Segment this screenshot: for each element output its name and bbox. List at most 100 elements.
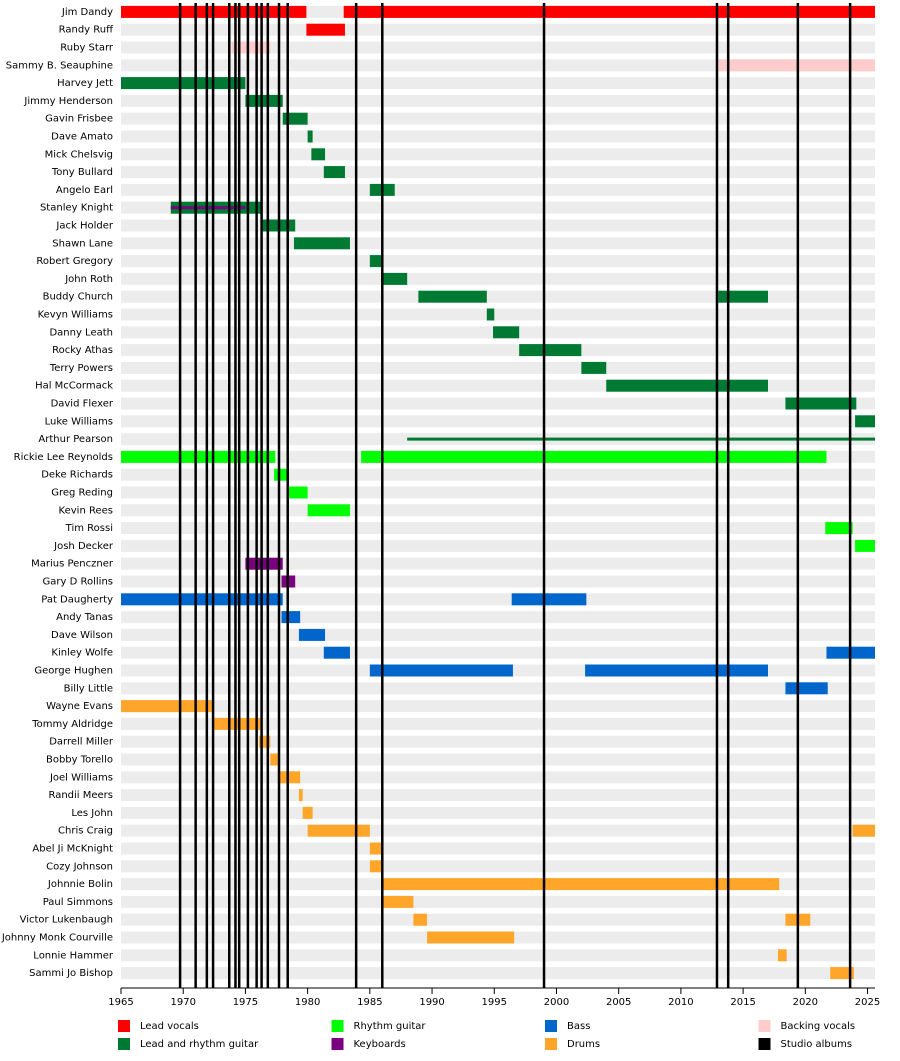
- row-stripe: [121, 735, 875, 748]
- row-stripe: [121, 682, 875, 695]
- row-stripe: [121, 415, 875, 428]
- legend-swatch: [118, 1020, 130, 1032]
- row-stripe: [121, 593, 875, 606]
- tenure-bar: [718, 290, 768, 303]
- row-stripe: [121, 219, 875, 232]
- tenure-bar: [270, 753, 278, 766]
- row-stripe: [121, 397, 875, 410]
- row-stripe: [121, 522, 875, 535]
- member-label: Greg Reding: [51, 488, 113, 499]
- tenure-bar: [369, 664, 513, 677]
- row-stripe: [121, 112, 875, 125]
- legend-swatch: [331, 1038, 344, 1050]
- legend-swatch: [758, 1038, 771, 1050]
- tenure-bar: [369, 860, 383, 873]
- row-stripe: [121, 913, 875, 926]
- tenure-bar: [245, 557, 283, 570]
- row-stripe: [121, 806, 875, 819]
- tenure-bar: [274, 468, 288, 481]
- tenure-bar: [298, 628, 326, 641]
- member-label: Rocky Athas: [52, 345, 113, 356]
- row-stripe: [121, 94, 875, 107]
- tenure-bar: [585, 664, 768, 677]
- row-stripe: [121, 255, 875, 268]
- member-label: Buddy Church: [43, 292, 113, 303]
- tenure-bar: [785, 397, 857, 410]
- tenure-bar: [382, 895, 414, 908]
- member-label: Tim Rossi: [65, 523, 113, 534]
- member-label: Dave Wilson: [51, 630, 113, 641]
- tenure-bar: [511, 593, 587, 606]
- legend-label: Backing vocals: [781, 1021, 856, 1032]
- member-label: Josh Decker: [53, 541, 114, 552]
- tenure-bar: [382, 272, 408, 285]
- member-label: Johnny Monk Courville: [1, 933, 113, 944]
- row-stripe: [121, 557, 875, 570]
- tenure-bar: [281, 611, 301, 624]
- x-tick-label: 1990: [419, 997, 444, 1008]
- member-label: Rickie Lee Reynolds: [14, 452, 113, 463]
- tenure-bar: [427, 931, 515, 944]
- row-stripe: [121, 575, 875, 588]
- row-stripe: [121, 628, 875, 641]
- member-label: John Roth: [64, 274, 113, 285]
- legend-label: Studio albums: [781, 1039, 853, 1050]
- tenure-bar: [323, 166, 345, 179]
- tenure-bar: [311, 148, 326, 161]
- row-stripe: [121, 789, 875, 802]
- row-stripe: [121, 895, 875, 908]
- member-label: Gary D Rollins: [43, 577, 113, 588]
- tenure-bar: [307, 824, 370, 837]
- legend-label: Drums: [567, 1039, 600, 1050]
- member-label: Randy Ruff: [59, 25, 114, 36]
- tenure-bar: [369, 842, 383, 855]
- member-label: Danny Leath: [49, 327, 113, 338]
- tenure-bar: [245, 94, 283, 107]
- tenure-bar: [298, 789, 303, 802]
- member-label: Abel Ji McKnight: [32, 844, 113, 855]
- row-stripe: [121, 611, 875, 624]
- member-label: Sammy B. Seauphine: [6, 60, 113, 71]
- legend-swatch: [331, 1020, 344, 1032]
- x-tick-label: 1975: [233, 997, 258, 1008]
- member-label: Les John: [71, 808, 113, 819]
- member-label: Mick Chelsvig: [45, 149, 113, 160]
- member-label: Jack Holder: [55, 221, 113, 232]
- member-label: Kevin Rees: [59, 505, 113, 516]
- row-stripe: [121, 201, 875, 214]
- row-stripe: [121, 290, 875, 303]
- legend-label: Lead vocals: [140, 1021, 199, 1032]
- row-stripe: [121, 272, 875, 285]
- row-stripe: [121, 824, 875, 837]
- x-tick-label: 1970: [170, 997, 195, 1008]
- tenure-bar: [121, 450, 276, 463]
- x-tick-label: 1980: [295, 997, 320, 1008]
- tenure-bar: [486, 308, 495, 321]
- member-label: Chris Craig: [58, 826, 113, 837]
- member-label: George Hughen: [34, 666, 113, 677]
- row-stripe: [121, 504, 875, 517]
- member-label: Cozy Johnson: [46, 861, 113, 872]
- row-stripe: [121, 59, 875, 72]
- member-label: Harvey Jett: [57, 78, 113, 89]
- row-stripe: [121, 860, 875, 873]
- member-label: Randii Meers: [48, 790, 113, 801]
- legend-label: Keyboards: [354, 1039, 406, 1050]
- tenure-bar: [307, 504, 350, 517]
- x-tick-label: 2020: [793, 997, 818, 1008]
- tenure-bar: [606, 379, 768, 392]
- legend-label: Lead and rhythm guitar: [140, 1039, 259, 1050]
- tenure-bar: [323, 646, 350, 659]
- member-label: Sammi Jo Bishop: [29, 968, 113, 979]
- row-stripe: [121, 344, 875, 357]
- x-tick-label: 2005: [606, 997, 631, 1008]
- tenure-bar: [855, 539, 875, 552]
- tenure-bar: [493, 326, 520, 339]
- member-label: Andy Tanas: [56, 612, 113, 623]
- row-stripe: [121, 967, 875, 980]
- legend-label: Bass: [567, 1021, 590, 1032]
- tenure-bar: [287, 486, 308, 499]
- member-label: Gavin Frisbee: [45, 114, 113, 125]
- member-label: Terry Powers: [49, 363, 113, 374]
